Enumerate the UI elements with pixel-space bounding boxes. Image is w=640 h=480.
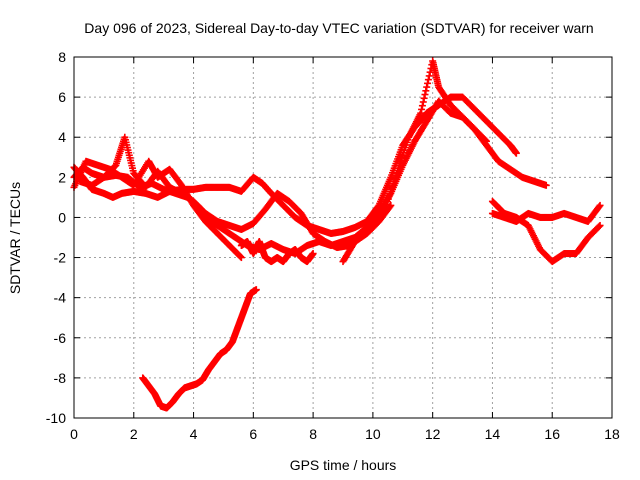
series-arc-8 [488, 201, 604, 225]
x-tick-label: 14 [485, 426, 501, 442]
chart-title: Day 096 of 2023, Sidereal Day-to-day VTE… [84, 20, 593, 36]
data-point [482, 136, 490, 144]
data-point [387, 201, 395, 209]
data-point [418, 105, 426, 113]
data-point [309, 250, 317, 258]
x-axis: 0 2 4 6 8 10 12 14 16 18 [70, 57, 620, 442]
x-axis-label: GPS time / hours [290, 457, 397, 473]
series-arc-4 [70, 157, 245, 262]
y-tick-label: 2 [58, 169, 66, 185]
data-point [596, 201, 604, 209]
x-tick-label: 6 [249, 426, 257, 442]
series-arc-7 [488, 197, 604, 266]
x-tick-label: 10 [365, 426, 381, 442]
x-tick-label: 8 [309, 426, 317, 442]
x-tick-label: 2 [130, 426, 138, 442]
plot-frame [73, 56, 613, 419]
data-point [512, 149, 520, 157]
data-point [595, 222, 603, 230]
data-point [424, 76, 432, 84]
data-point [595, 203, 603, 211]
y-tick-label: 6 [58, 89, 66, 105]
x-tick-label: 18 [604, 426, 620, 442]
data-point [425, 72, 433, 80]
y-tick-label: -4 [54, 290, 67, 306]
x-tick-label: 0 [70, 426, 78, 442]
data-point [237, 254, 245, 262]
data-point [542, 181, 550, 189]
data-point [596, 221, 604, 229]
y-tick-label: 8 [58, 49, 66, 65]
data-point [423, 83, 431, 91]
y-tick-label: -8 [54, 370, 67, 386]
x-tick-label: 4 [190, 426, 198, 442]
data-point [386, 203, 394, 211]
x-tick-label: 12 [425, 426, 441, 442]
y-axis-label: SDTVAR / TECUs [7, 182, 23, 294]
y-tick-label: 4 [58, 129, 66, 145]
data-point [422, 87, 430, 95]
data-point [482, 137, 490, 145]
y-tick-label: -6 [54, 330, 67, 346]
data-point [418, 102, 426, 110]
data-point [420, 94, 428, 102]
data-point [237, 253, 245, 261]
series-arc-6 [139, 286, 260, 412]
series-arc-1 [70, 93, 520, 237]
data-marks [70, 57, 604, 412]
data-point [252, 286, 260, 294]
y-tick-label: 0 [58, 209, 66, 225]
data-point [419, 98, 427, 106]
x-tick-label: 16 [544, 426, 560, 442]
y-axis: -10 -8 -6 -4 -2 0 2 4 6 8 [46, 49, 612, 426]
y-tick-label: -2 [54, 250, 67, 266]
data-point [424, 79, 432, 87]
series-arc-5 [237, 238, 317, 266]
series-arc-3 [76, 57, 490, 252]
y-tick-label: -10 [46, 410, 66, 426]
data-point [417, 109, 425, 117]
series-arc-9 [339, 201, 395, 266]
data-point [421, 91, 429, 99]
